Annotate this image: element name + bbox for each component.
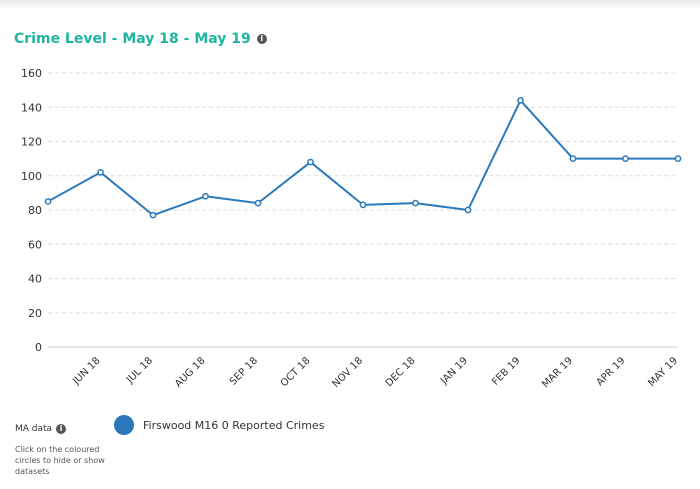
series-line: [47, 99, 678, 217]
y-tick-label: 140: [21, 101, 42, 114]
y-tick-label: 80: [28, 204, 42, 217]
y-tick-label: 160: [21, 67, 42, 80]
data-point[interactable]: [517, 97, 524, 104]
x-tick-label: MAR 19: [540, 355, 575, 390]
x-tick-label: DEC 18: [384, 355, 418, 389]
chart-title: Crime Level - May 18 - May 19: [14, 31, 251, 47]
legend-item-firswood[interactable]: Firswood M16 0 Reported Crimes: [114, 415, 324, 435]
legend-help-text: Click on the coloured circles to hide or…: [15, 445, 105, 476]
data-point[interactable]: [622, 155, 629, 162]
x-tick-label: FEB 19: [490, 355, 522, 387]
x-tick-label: JUN 18: [70, 355, 102, 387]
ma-info-icon[interactable]: i: [56, 424, 67, 434]
x-tick-label: NOV 18: [331, 355, 366, 390]
data-point[interactable]: [202, 192, 209, 200]
x-tick-label: APR 19: [595, 355, 628, 388]
y-tick-label: 40: [28, 273, 42, 286]
x-tick-label: OCT 18: [279, 355, 313, 389]
x-axis-tick-labels: JUN 18 JUL 18 AUG 18 SEP 18 OCT 18 NOV 18 DEC …: [70, 355, 680, 390]
top-shadow: [0, 0, 700, 10]
data-point[interactable]: [149, 211, 157, 219]
data-point[interactable]: [97, 168, 104, 176]
y-tick-label: 100: [21, 170, 42, 183]
data-point[interactable]: [412, 199, 419, 207]
chart-header: Crime Level - May 18 - May 19 i: [14, 31, 267, 47]
y-tick-label: 0: [35, 341, 42, 354]
data-point[interactable]: [464, 206, 472, 214]
ma-data-label-row: MA data i: [15, 424, 105, 434]
info-icon[interactable]: i: [256, 34, 267, 44]
x-tick-label: JAN 19: [438, 355, 470, 387]
data-point[interactable]: [359, 201, 367, 209]
legend-label: Firswood M16 0 Reported Crimes: [143, 418, 325, 432]
y-tick-label: 60: [28, 238, 42, 251]
y-axis-tick-labels: 0 20 40 60 80 100 120 140 160: [21, 67, 42, 354]
data-point[interactable]: [307, 158, 314, 166]
x-tick-label: SEP 18: [228, 355, 260, 387]
data-point[interactable]: [254, 199, 262, 207]
ma-data-block: MA data i Click on the coloured circles …: [15, 424, 105, 477]
y-tick-label: 20: [28, 307, 42, 320]
x-tick-label: MAY 19: [646, 355, 680, 389]
y-tick-label: 120: [21, 136, 42, 149]
grid-lines: [48, 72, 678, 348]
x-tick-label: AUG 18: [173, 355, 208, 390]
legend-dot[interactable]: [114, 415, 134, 435]
data-point[interactable]: [44, 198, 52, 205]
data-point[interactable]: [674, 155, 682, 162]
data-point[interactable]: [569, 155, 577, 162]
x-tick-label: JUL 18: [124, 355, 155, 386]
series-layer: [44, 97, 682, 219]
ma-data-label: MA data: [15, 424, 53, 434]
